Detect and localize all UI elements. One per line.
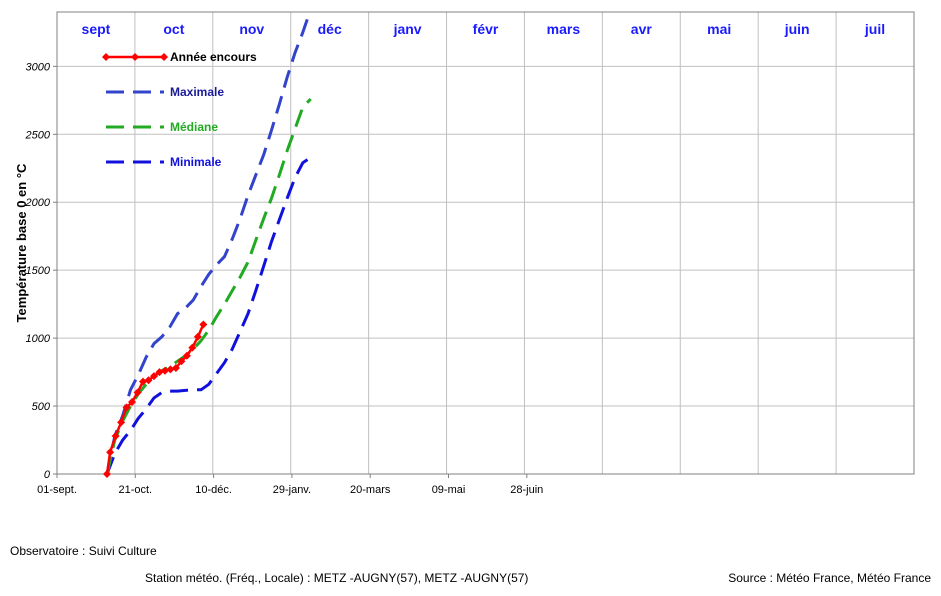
legend-label: Année encours: [170, 50, 257, 64]
data-point: [171, 364, 180, 373]
x-tick-label: 09-mai: [432, 484, 466, 496]
y-tick-label: 500: [32, 401, 51, 413]
legend-marker: [102, 53, 110, 61]
chart: sept oct nov déc janv févr mars avr mai juin juil …: [14, 11, 915, 496]
month-label: juin: [784, 21, 810, 37]
legend-label: Minimale: [170, 155, 222, 169]
x-tick-label: 20-mars: [350, 484, 391, 496]
data-point: [128, 397, 137, 406]
y-tick-label: 0: [44, 469, 51, 481]
month-label: juil: [864, 21, 885, 37]
data-point: [166, 365, 175, 374]
month-label: janv: [393, 21, 422, 37]
source-text: Source : Météo France, Météo France: [728, 571, 931, 585]
x-tick-label: 01-sept.: [37, 484, 77, 496]
data-point: [111, 431, 120, 440]
legend-label: Maximale: [170, 85, 224, 99]
data-point: [139, 377, 148, 386]
y-tick-label: 1000: [26, 333, 51, 345]
month-label: avr: [631, 21, 653, 37]
data-point: [193, 332, 202, 341]
station-text: Station météo. (Fréq., Locale) : METZ -A…: [145, 571, 529, 585]
series-line-3: [105, 156, 312, 474]
legend: Année encours Maximale Médiane Minimale: [102, 50, 257, 169]
month-label: déc: [318, 21, 342, 37]
y-tick-label: 1500: [26, 265, 51, 277]
legend-marker: [131, 53, 139, 61]
series-line-0: [105, 323, 205, 474]
y-axis-label: Température base 0 en °C: [14, 163, 29, 322]
x-tick-label: 21-oct.: [118, 484, 152, 496]
data-point: [144, 376, 153, 385]
month-labels: sept oct nov déc janv févr mars avr mai juin juil: [82, 21, 886, 37]
y-tick-label: 3000: [26, 61, 51, 73]
month-label: oct: [163, 21, 184, 37]
month-label: mars: [547, 21, 581, 37]
data-point: [182, 351, 191, 360]
data-point: [149, 372, 158, 381]
series-line-2: [105, 97, 312, 474]
data-point: [155, 368, 164, 377]
y-axis: 0 500 1000 1500 2000 2500 3000: [25, 61, 57, 481]
data-point: [106, 448, 115, 457]
plot-frame: [56, 11, 915, 475]
month-label: sept: [82, 21, 111, 37]
data-point: [177, 357, 186, 366]
data-point: [160, 366, 169, 375]
x-tick-label: 10-déc.: [195, 484, 232, 496]
series-line-1: [105, 12, 312, 474]
series-layer: [103, 12, 312, 478]
data-point: [103, 470, 111, 478]
legend-label: Médiane: [170, 120, 218, 134]
data-point: [122, 403, 131, 412]
data-point: [117, 418, 126, 427]
data-point: [199, 320, 208, 329]
x-tick-label: 28-juin: [510, 484, 543, 496]
data-point: [188, 343, 197, 352]
legend-marker: [160, 53, 168, 61]
x-tick-label: 29-janv.: [273, 484, 311, 496]
month-label: mai: [707, 21, 731, 37]
data-point: [133, 388, 142, 397]
month-label: nov: [239, 21, 264, 37]
observatoire-text: Observatoire : Suivi Culture: [10, 544, 157, 558]
y-tick-label: 2500: [25, 129, 51, 141]
y-tick-label: 2000: [25, 197, 51, 209]
x-axis: 01-sept. 21-oct. 10-déc. 29-janv. 20-mars 09-…: [37, 474, 543, 496]
grid: [57, 12, 914, 474]
month-label: févr: [473, 21, 499, 37]
